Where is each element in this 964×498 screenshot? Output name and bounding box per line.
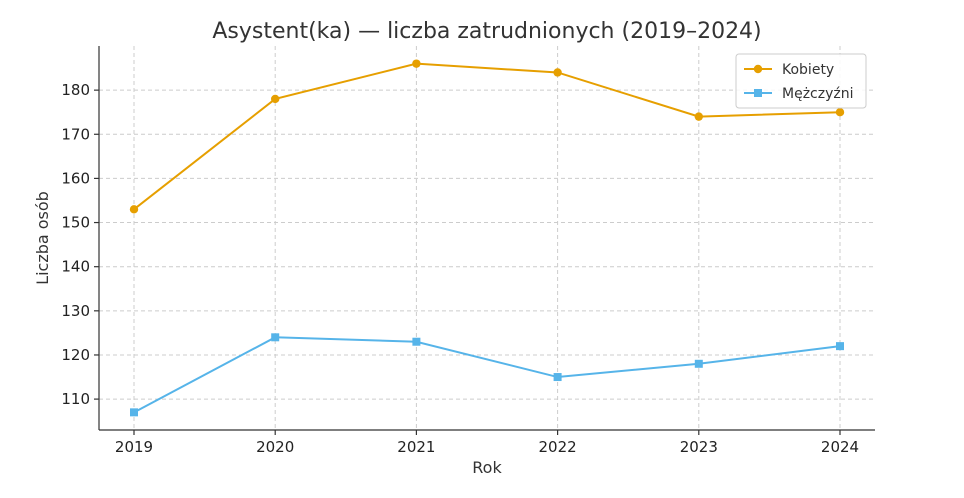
- x-tick-label-2: 2021: [397, 438, 435, 456]
- series-1-point-2: [412, 337, 421, 346]
- grid-lines: [99, 46, 875, 430]
- y-tick-label-6: 170: [61, 125, 90, 143]
- series-1-point-4: [694, 359, 703, 368]
- legend: Kobiety Mężczyźni: [735, 53, 867, 109]
- series-line-1: [133, 336, 841, 414]
- series-layer: [129, 59, 845, 417]
- y-tick-label-4: 150: [61, 214, 90, 232]
- y-tick-label-0: 110: [61, 390, 90, 408]
- series-0-point-3: [553, 68, 562, 77]
- series-line-0: [133, 62, 841, 211]
- chart-title: Asystent(ka) — liczba zatrudnionych (201…: [212, 19, 761, 44]
- y-tick-label-1: 120: [61, 346, 90, 364]
- series-1-point-5: [836, 342, 844, 351]
- x-tick-label-5: 2024: [821, 438, 859, 456]
- y-tick-label-3: 140: [61, 258, 90, 276]
- y-axis-label: Liczba osób: [33, 191, 52, 285]
- series-1-point-1: [271, 333, 280, 342]
- x-tick-label-3: 2022: [539, 438, 577, 456]
- x-tick-label-1: 2020: [256, 438, 294, 456]
- legend-marker-0: [753, 64, 763, 74]
- x-tick-label-0: 2019: [115, 438, 153, 456]
- legend-label-0: Kobiety: [782, 62, 834, 78]
- series-0-point-5: [835, 108, 845, 117]
- series-1-point-3: [553, 373, 562, 382]
- x-tick-label-4: 2023: [680, 438, 718, 456]
- series-0-point-2: [412, 59, 421, 68]
- legend-marker-1: [754, 89, 762, 97]
- series-1-point-0: [130, 408, 138, 417]
- series-0-point-4: [694, 112, 703, 121]
- x-axis-ticks: 2019 2020 2021 2022 2023 2024: [115, 430, 859, 456]
- series-0-point-1: [271, 94, 280, 104]
- x-axis-label: Rok: [472, 458, 502, 477]
- y-tick-label-2: 130: [61, 302, 90, 320]
- y-tick-label-5: 160: [61, 169, 90, 187]
- legend-label-1: Mężczyźni: [782, 86, 853, 102]
- y-tick-label-7: 180: [61, 81, 90, 99]
- y-axis-ticks: 110 120 130 140 150 160 170 180: [61, 81, 99, 408]
- legend-box: [735, 53, 867, 109]
- series-0-point-0: [129, 205, 139, 214]
